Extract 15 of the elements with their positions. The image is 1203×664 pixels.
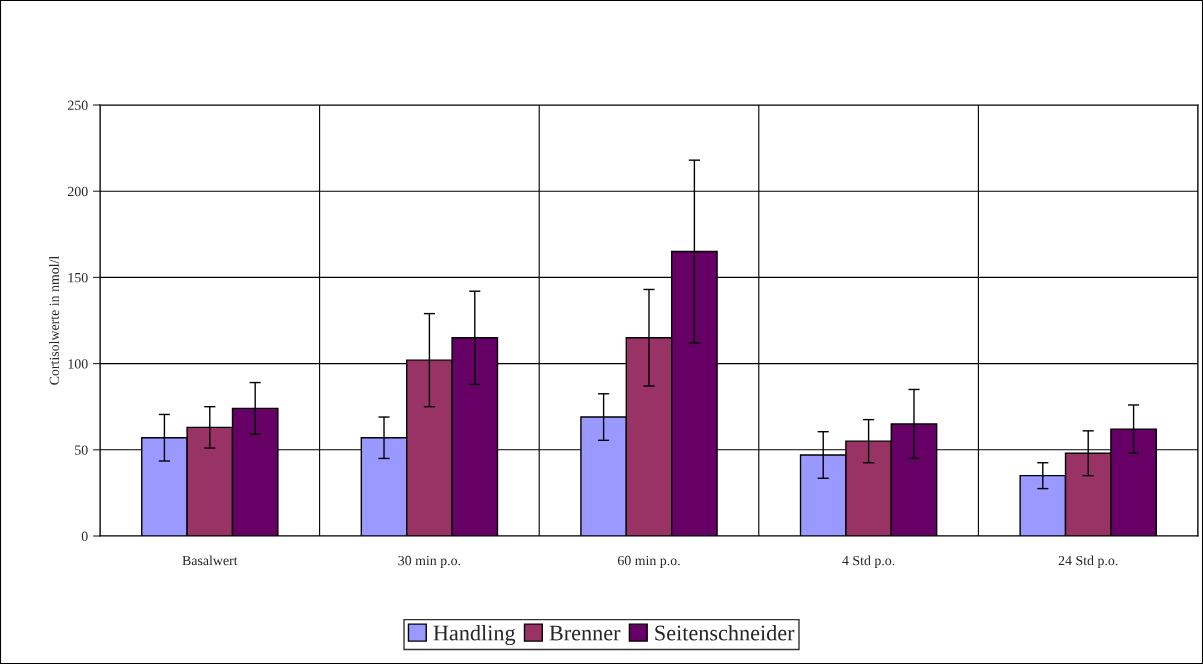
y-tick-label: 50 xyxy=(75,445,88,455)
y-tick-label: 100 xyxy=(68,359,88,369)
x-tick-label: Basalwert xyxy=(182,555,238,566)
x-tick-label: 24 Std p.o. xyxy=(1058,555,1118,569)
y-tick-label: 250 xyxy=(67,100,88,110)
legend-label: Seitenschneider xyxy=(655,624,795,641)
y-tick-label: 200 xyxy=(67,186,88,197)
y-tick-label: 150 xyxy=(68,272,88,283)
legend-label: Handling xyxy=(433,624,516,646)
y-axis-title: Cortisolwerte in nmol/l xyxy=(49,255,59,385)
y-tick-label: 0 xyxy=(81,531,88,541)
legend-label: Brenner xyxy=(549,625,621,641)
x-tick-label: 60 min p.o. xyxy=(617,555,680,569)
x-tick-label: 30 min p.o. xyxy=(398,555,461,569)
x-tick-label: 4 Std p.o. xyxy=(842,555,895,569)
